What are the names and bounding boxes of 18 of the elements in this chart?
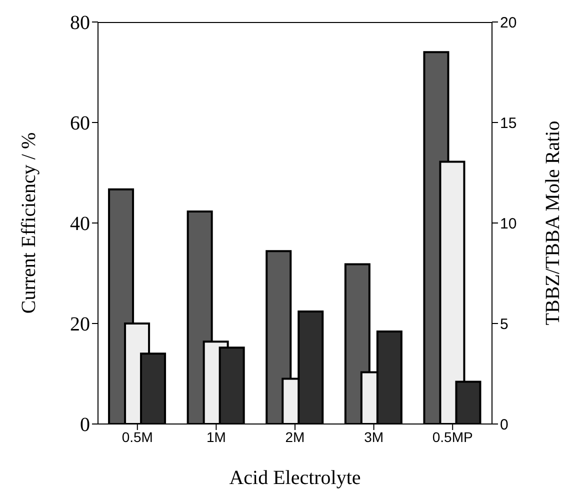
x-tick-label: 2M [285,428,305,445]
y2-tick-label: 0 [500,416,508,434]
y-tick-label: 20 [70,314,90,336]
x-tick-label: 0.5M [122,428,153,445]
y-tick-label: 40 [70,213,90,236]
y2-tick-label: 10 [500,215,517,232]
y2-tick-label: 5 [500,316,508,333]
x-axis-title: Acid Electrolyte [229,467,361,489]
y-tick-label: 60 [70,112,90,135]
y-tick-label: 0 [80,414,90,436]
y-tick-label: 80 [70,12,90,34]
x-tick-label: 3M [364,428,384,445]
y-axis-title: Current Efficiency / % [18,132,40,314]
x-tick-label: 1M [206,428,226,445]
y2-axis-title: TBBZ/TBBA Mole Ratio [542,120,564,326]
x-tick-label: 0.5MP [432,428,473,445]
y2-tick-label: 15 [500,114,517,132]
y2-tick-label: 20 [500,14,517,32]
